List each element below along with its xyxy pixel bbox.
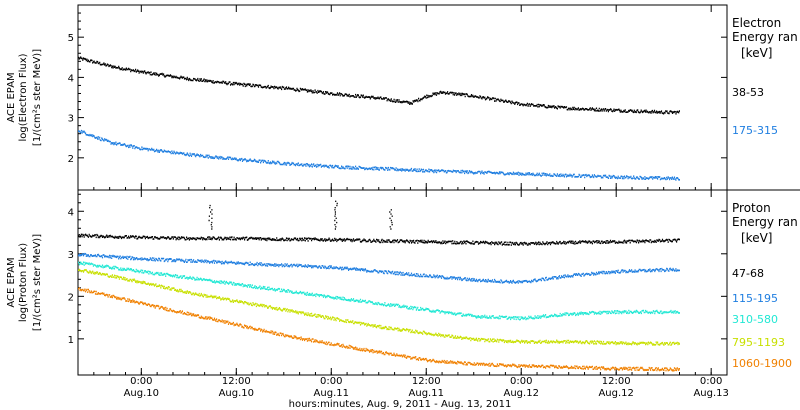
legend-subtitle: Energy ran bbox=[732, 30, 798, 44]
electron-panel-frame bbox=[77, 4, 728, 191]
series-175-315 bbox=[78, 129, 680, 181]
legend-entry-795-1193: 795-1193 bbox=[732, 336, 785, 349]
x-tick-time-label: 12:00 bbox=[412, 376, 441, 387]
x-tick-time-label: 12:00 bbox=[602, 376, 631, 387]
y-axis-label: log(Electron Flux) bbox=[18, 53, 29, 141]
x-tick-time-label: 0:00 bbox=[700, 376, 722, 387]
x-tick-time-label: 12:00 bbox=[222, 376, 251, 387]
y-axis-label: [1/(cm²s ster MeV)] bbox=[32, 234, 43, 331]
y-axis-label: ACE EPAM bbox=[6, 257, 17, 307]
spike-points bbox=[208, 204, 213, 230]
series-47-68 bbox=[78, 233, 680, 246]
x-tick-time-label: 0:00 bbox=[320, 376, 342, 387]
series-1060-1900 bbox=[78, 287, 680, 372]
y-tick-label: 2 bbox=[68, 154, 74, 165]
legend-entry-115-195: 115-195 bbox=[732, 292, 778, 305]
series-38-53 bbox=[78, 56, 680, 115]
legend-entry-47-68: 47-68 bbox=[732, 267, 764, 280]
proton-panel-frame bbox=[77, 189, 728, 376]
y-tick-label: 4 bbox=[68, 207, 74, 218]
y-axis-label: log(Proton Flux) bbox=[18, 243, 29, 322]
x-tick-time-label: 0:00 bbox=[510, 376, 532, 387]
x-tick-date-label: Aug.11 bbox=[314, 388, 349, 399]
y-axis-label: [1/(cm²s ster MeV)] bbox=[32, 49, 43, 146]
legend-title: Electron bbox=[732, 16, 781, 30]
series-795-1193 bbox=[78, 268, 680, 346]
x-tick-time-label: 0:00 bbox=[130, 376, 152, 387]
y-axis-label: ACE EPAM bbox=[6, 72, 17, 122]
x-tick-date-label: Aug.10 bbox=[219, 388, 254, 399]
x-tick-date-label: Aug.11 bbox=[409, 388, 444, 399]
y-tick-label: 5 bbox=[68, 33, 74, 44]
y-tick-label: 2 bbox=[68, 292, 74, 303]
y-tick-label: 4 bbox=[68, 73, 74, 84]
series-115-195 bbox=[78, 252, 680, 284]
x-tick-date-label: Aug.10 bbox=[124, 388, 159, 399]
x-tick-date-label: Aug.13 bbox=[693, 388, 728, 399]
spike-points bbox=[334, 200, 338, 230]
legend-unit: [keV] bbox=[741, 231, 772, 245]
y-tick-label: 1 bbox=[68, 335, 74, 346]
y-tick-label: 3 bbox=[68, 114, 74, 125]
legend-entry-38-53: 38-53 bbox=[732, 86, 764, 99]
y-tick-label: 3 bbox=[68, 250, 74, 261]
x-tick-date-label: Aug.12 bbox=[598, 388, 633, 399]
legend-entry-310-580: 310-580 bbox=[732, 313, 778, 326]
x-tick-date-label: Aug.12 bbox=[504, 388, 539, 399]
x-axis-label: hours:minutes, Aug. 9, 2011 - Aug. 13, 2… bbox=[289, 399, 512, 410]
legend-subtitle: Energy ran bbox=[732, 215, 798, 229]
legend-title: Proton bbox=[732, 201, 771, 215]
spike-points bbox=[389, 209, 393, 230]
legend-unit: [keV] bbox=[741, 46, 772, 60]
legend-entry-1060-1900: 1060-1900 bbox=[732, 357, 792, 370]
legend-entry-175-315: 175-315 bbox=[732, 124, 778, 137]
